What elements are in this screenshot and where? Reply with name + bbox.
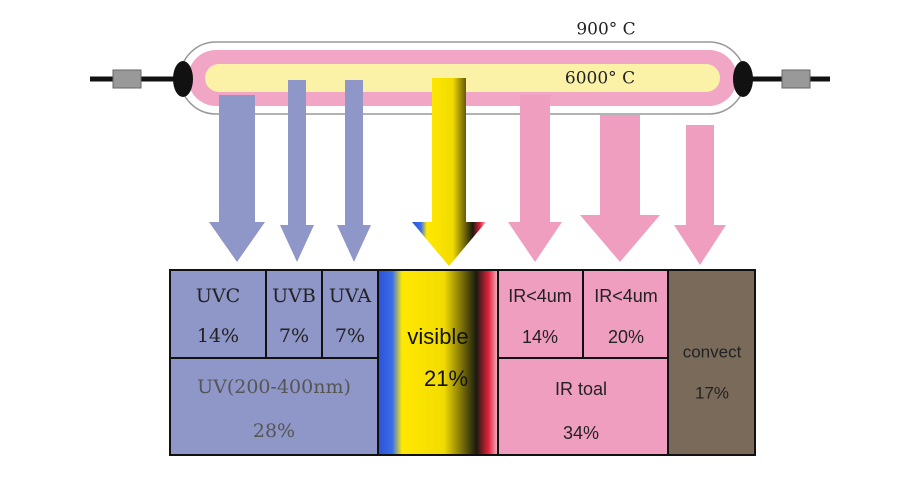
arrow bbox=[580, 115, 660, 262]
ir2-box bbox=[582, 269, 669, 359]
uv-label: UV(200-400nm) bbox=[197, 376, 351, 398]
arrow bbox=[337, 80, 371, 262]
uva-label: UVA bbox=[329, 285, 371, 307]
uvc-value: 14% bbox=[197, 325, 239, 347]
outer-temp: 900° C bbox=[576, 20, 635, 40]
visible-value: 21% bbox=[424, 366, 468, 391]
arrow bbox=[209, 95, 265, 262]
arrow bbox=[280, 80, 314, 262]
ir-total-box bbox=[497, 357, 669, 456]
end-cap bbox=[733, 61, 753, 97]
uvc-label: UVC bbox=[196, 285, 240, 307]
ir2-value: 20% bbox=[608, 327, 644, 347]
ir1-label: IR<4um bbox=[508, 286, 572, 306]
inner-temp: 6000° C bbox=[565, 69, 635, 89]
uva-box bbox=[321, 269, 379, 359]
uvb-label: UVB bbox=[272, 285, 316, 307]
uvb-value: 7% bbox=[279, 325, 309, 347]
ir2-label: IR<4um bbox=[594, 286, 658, 306]
convect-label: convect bbox=[683, 342, 742, 361]
uvb-box bbox=[265, 269, 323, 359]
uva-value: 7% bbox=[335, 325, 365, 347]
convect-box bbox=[667, 269, 756, 456]
ir-total-label: IR toal bbox=[555, 379, 607, 399]
arrow bbox=[412, 78, 486, 266]
arrow bbox=[674, 125, 726, 265]
convect-value: 17% bbox=[695, 383, 729, 402]
end-cap bbox=[173, 61, 193, 97]
boxes: UVC 14% UVB 7% UVA 7% UV(200-400nm) 28% … bbox=[169, 269, 756, 456]
uv-value: 28% bbox=[253, 420, 295, 442]
ir1-value: 14% bbox=[522, 327, 558, 347]
arrow bbox=[508, 95, 562, 262]
visible-label: visible bbox=[407, 324, 468, 349]
uv-box bbox=[169, 357, 379, 456]
visible-box bbox=[377, 269, 499, 456]
connector bbox=[781, 69, 811, 89]
arrows bbox=[209, 78, 726, 266]
connector bbox=[112, 69, 142, 89]
ir-total-value: 34% bbox=[563, 423, 599, 443]
